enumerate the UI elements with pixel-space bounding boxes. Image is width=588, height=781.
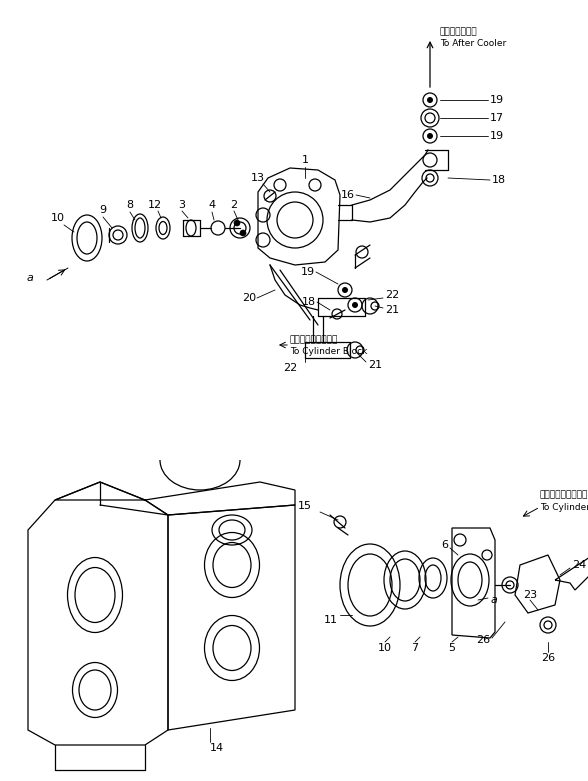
Text: 21: 21 <box>368 360 382 370</box>
Text: 7: 7 <box>412 643 419 653</box>
Circle shape <box>240 230 246 236</box>
Circle shape <box>113 230 123 240</box>
Text: To After Cooler: To After Cooler <box>440 40 506 48</box>
Text: 14: 14 <box>210 743 224 753</box>
Text: 12: 12 <box>148 200 162 210</box>
Text: 10: 10 <box>378 643 392 653</box>
Text: To Cylinder Block: To Cylinder Block <box>290 348 368 356</box>
Text: 19: 19 <box>301 267 315 277</box>
Text: 1: 1 <box>302 155 309 165</box>
Text: a: a <box>26 273 34 283</box>
Circle shape <box>342 287 348 293</box>
Text: 9: 9 <box>99 205 106 215</box>
Text: アフタクーラへ: アフタクーラへ <box>440 27 477 37</box>
Circle shape <box>427 133 433 139</box>
Text: 11: 11 <box>324 615 338 625</box>
Text: a: a <box>490 595 497 605</box>
Text: 2: 2 <box>230 200 238 210</box>
Text: 24: 24 <box>572 560 586 570</box>
Text: 26: 26 <box>541 653 555 663</box>
Text: 10: 10 <box>51 213 65 223</box>
Text: 19: 19 <box>490 95 504 105</box>
Text: To Cylinder Block: To Cylinder Block <box>540 502 588 512</box>
Text: 18: 18 <box>492 175 506 185</box>
Text: 8: 8 <box>126 200 133 210</box>
Text: 22: 22 <box>283 363 297 373</box>
Text: 6: 6 <box>441 540 448 550</box>
Text: 22: 22 <box>385 290 399 300</box>
Circle shape <box>352 302 358 308</box>
Text: 17: 17 <box>490 113 504 123</box>
Text: 18: 18 <box>302 297 316 307</box>
Circle shape <box>427 97 433 103</box>
Text: 15: 15 <box>298 501 312 511</box>
Text: 4: 4 <box>208 200 216 210</box>
Text: 21: 21 <box>385 305 399 315</box>
Text: 19: 19 <box>490 131 504 141</box>
Circle shape <box>234 220 240 226</box>
Text: シリンダブロックへ: シリンダブロックへ <box>290 336 338 344</box>
Text: 16: 16 <box>341 190 355 200</box>
Text: 20: 20 <box>242 293 256 303</box>
Text: 3: 3 <box>179 200 185 210</box>
Text: 26: 26 <box>476 635 490 645</box>
Text: 23: 23 <box>523 590 537 600</box>
Text: 5: 5 <box>449 643 456 653</box>
Text: シリンダブロックへ: シリンダブロックへ <box>540 490 588 500</box>
Text: 13: 13 <box>251 173 265 183</box>
